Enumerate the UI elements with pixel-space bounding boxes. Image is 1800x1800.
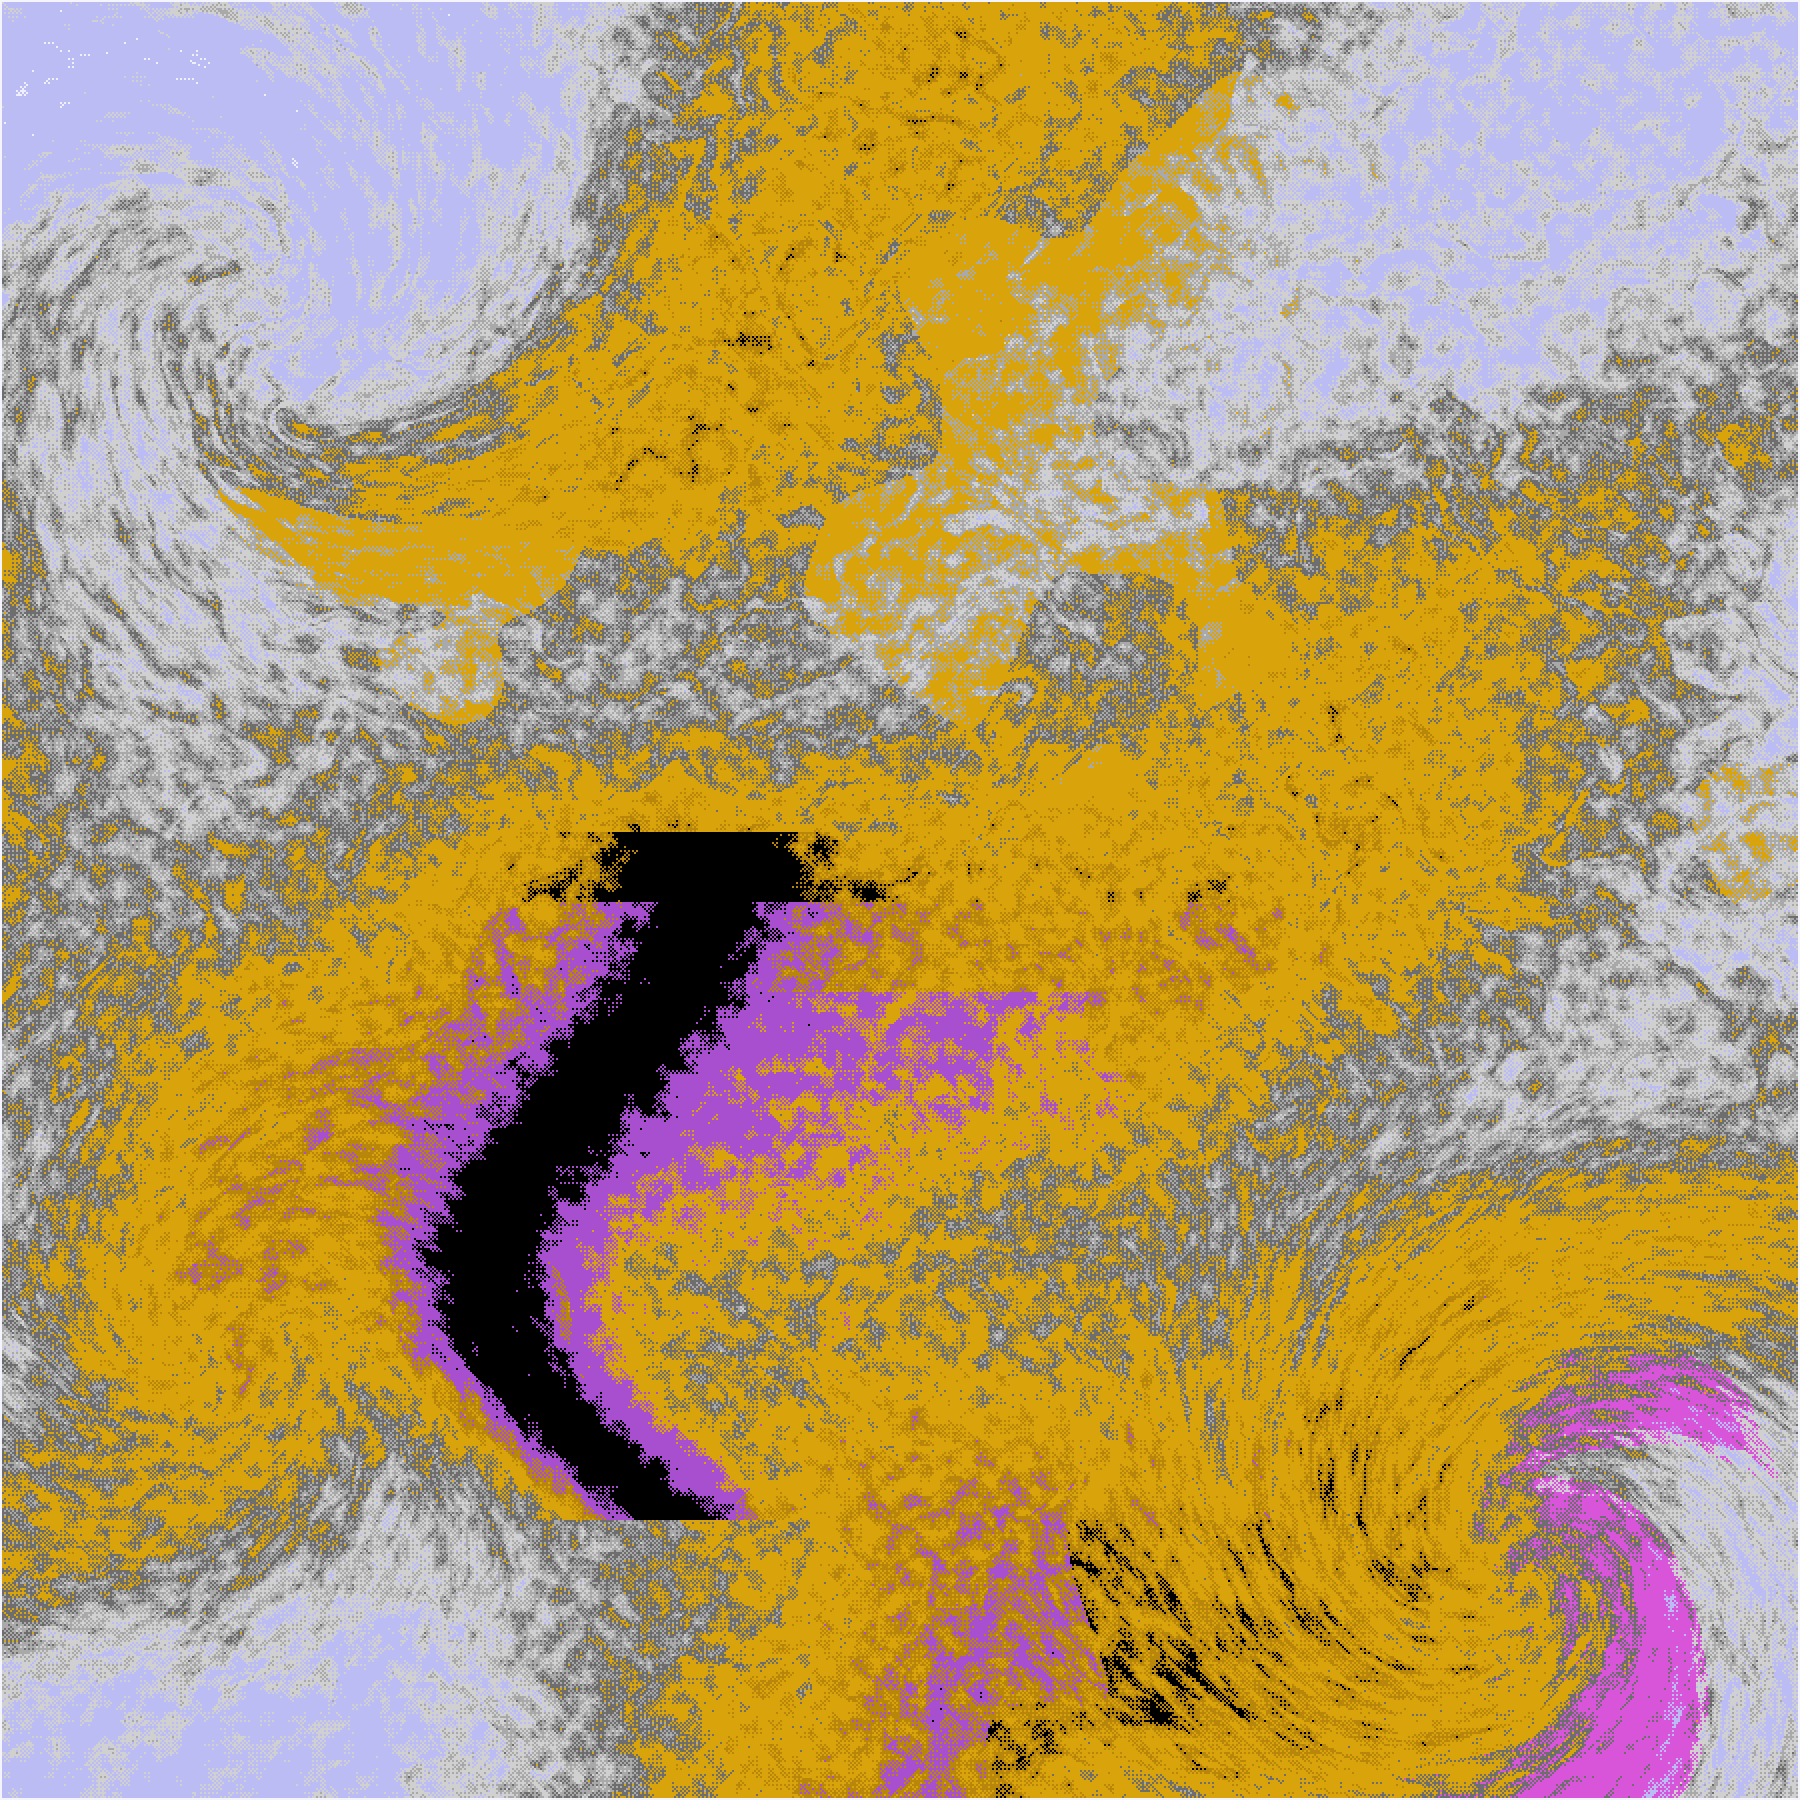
image-canvas bbox=[0, 0, 1800, 1800]
false-color-raster bbox=[0, 0, 1800, 1800]
